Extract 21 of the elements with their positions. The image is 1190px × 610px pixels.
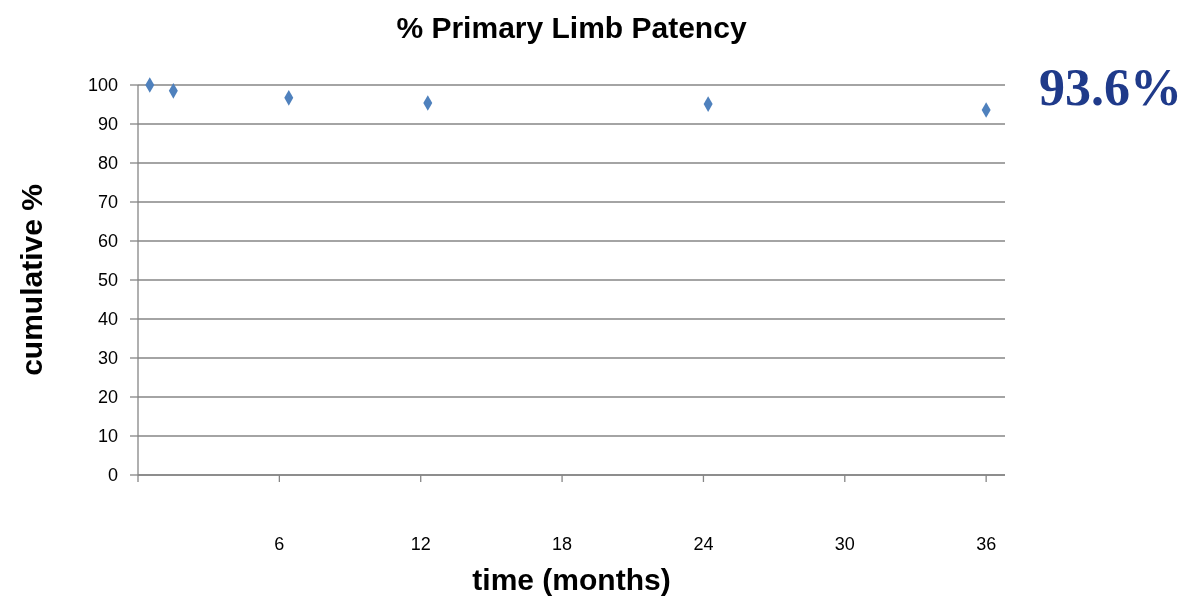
y-tick-label: 90 <box>97 114 118 135</box>
y-axis-title: cumulative % <box>15 184 48 376</box>
x-tick-label: 24 <box>693 534 714 554</box>
x-tick-label: 12 <box>410 534 431 554</box>
y-tick-label: 10 <box>97 426 118 447</box>
x-tick-label: 6 <box>274 534 285 554</box>
y-tick-label: 100 <box>87 75 118 96</box>
x-tick-label: 18 <box>552 534 573 554</box>
text: 93.6% <box>1039 59 1182 116</box>
y-tick-label: 80 <box>97 153 118 174</box>
y-tick-label: 0 <box>107 465 118 486</box>
x-tick-label: 36 <box>976 534 997 554</box>
y-tick-label: 50 <box>97 270 118 291</box>
y-tick-label: 20 <box>97 387 118 408</box>
y-tick-label: 60 <box>97 231 118 252</box>
chart-title: % Primary Limb Patency <box>396 11 747 44</box>
x-axis-title: time (months) <box>472 563 671 596</box>
y-tick-label: 40 <box>97 309 118 330</box>
y-tick-label: 30 <box>97 348 118 369</box>
y-tick-label: 70 <box>97 192 118 213</box>
x-tick-label: 30 <box>834 534 855 554</box>
